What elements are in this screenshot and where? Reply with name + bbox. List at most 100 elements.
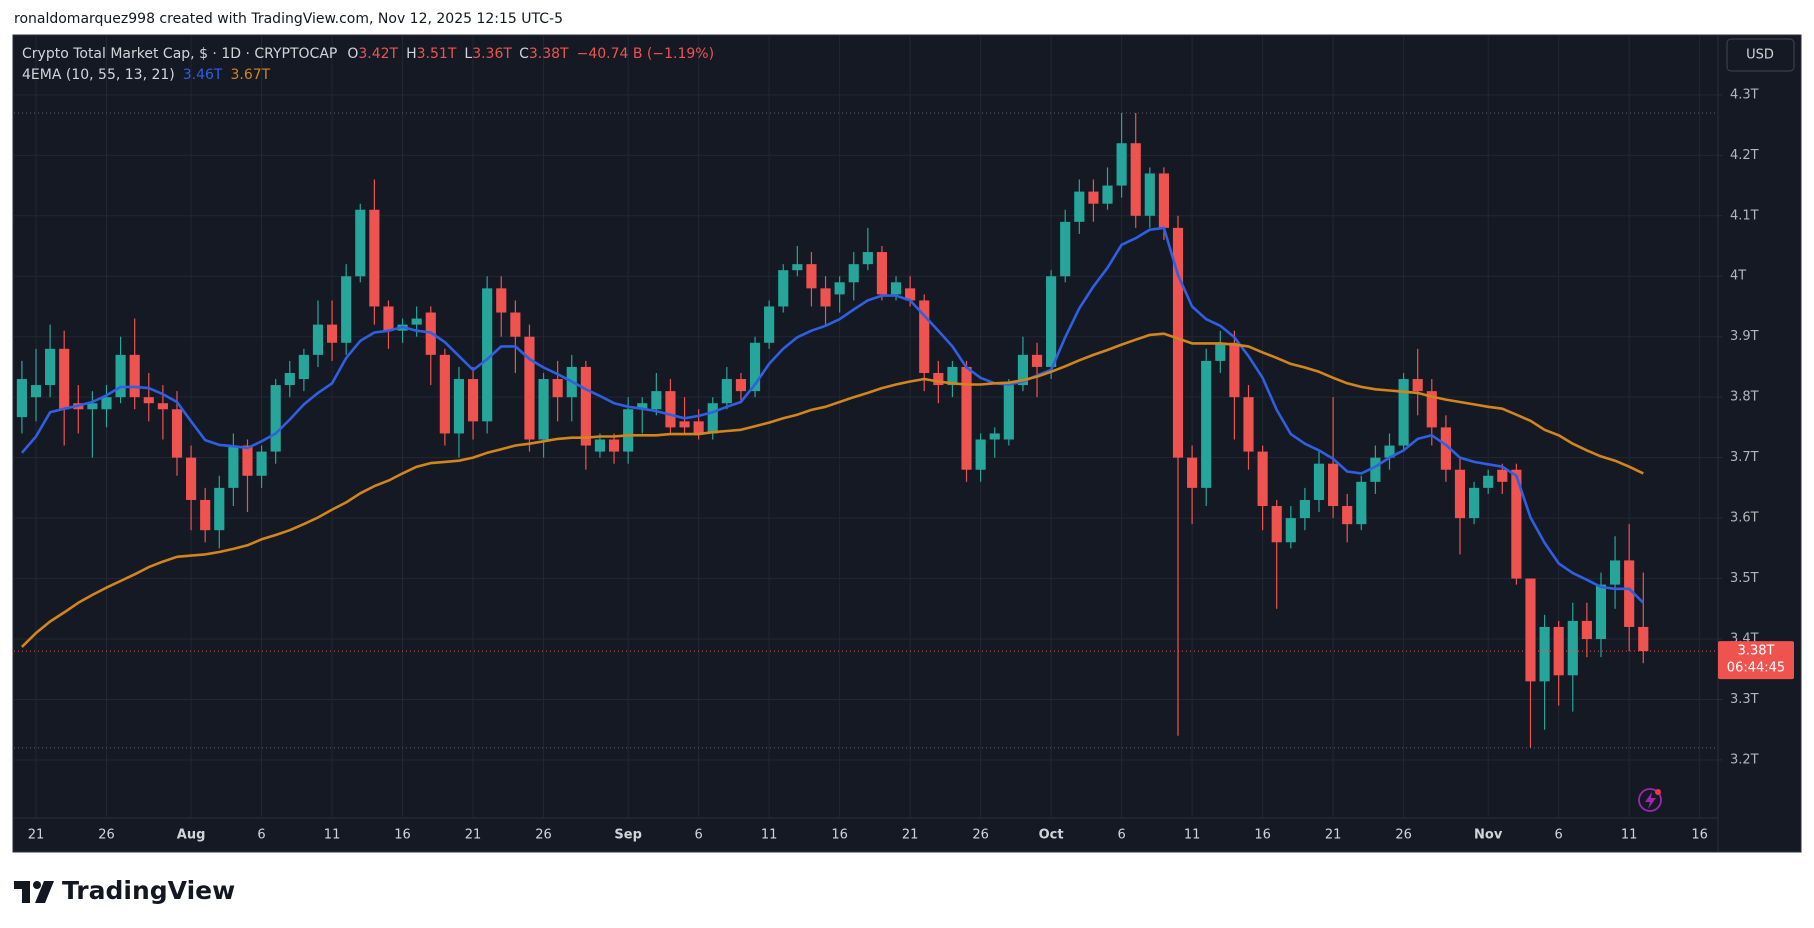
candle-body [1144,173,1155,216]
x-tick-label: 26 [972,828,989,843]
candle-body [679,421,690,428]
candle-body [1567,620,1578,676]
y-tick-label: 3.3T [1730,692,1759,707]
ema-line [20,226,1645,604]
ohlc-key: H [406,46,417,62]
x-tick-label: 16 [1254,828,1271,843]
candle-body [171,409,183,458]
candle-body [1525,578,1536,682]
candle-body [1384,445,1395,458]
indicator-value: 3.46T [183,67,223,83]
alert-circle[interactable] [1638,788,1662,812]
candle-body [651,391,662,410]
x-tick-label: Nov [1474,828,1503,843]
candle-body [1610,560,1621,585]
candle-body [834,282,845,295]
candle-body [594,439,606,452]
candle-body [453,379,465,434]
candle-body [383,306,394,331]
candle-body [1074,191,1085,222]
candle-body [1046,276,1057,367]
candle-body [1116,143,1127,186]
candle-body [1595,584,1607,640]
ohlc-key: C [519,46,529,62]
x-tick-label: 11 [761,828,778,843]
currency[interactable]: USD [1746,48,1774,63]
candle-body [30,385,42,398]
x-tick-label: 16 [831,828,848,843]
candle-body [45,348,56,386]
candle-body [1638,626,1649,652]
alert-dot[interactable] [1655,789,1661,795]
x-tick-label: 6 [695,828,703,843]
candle-body [143,397,154,404]
candle-body [1412,379,1423,392]
candle-body [284,372,295,386]
y-tick-label: 3.9T [1730,329,1759,344]
candle-body [115,354,126,398]
ohlc-key: O [347,46,358,62]
candle-body [16,379,27,418]
indicator-line: 4EMA (10, 55, 13, 21) 3.46T 3.67T [22,67,271,83]
candle-body [439,354,450,434]
y-tick-label: 3.6T [1730,511,1759,526]
x-tick-label: 26 [98,828,115,843]
x-tick-label: 6 [1555,828,1563,843]
candle-body [933,372,944,386]
credit: ronaldomarquez998 created with TradingVi… [14,11,563,27]
candle-body [1187,457,1198,488]
symbol-title: Crypto Total Market Cap, $ · 1D · CRYPTO… [22,46,337,62]
candle-body [59,348,70,410]
candle-body [707,403,718,434]
currency-box[interactable] [1726,38,1795,72]
candle-body [482,288,493,422]
price-label: 3.38T [1738,644,1775,659]
candle-body [369,209,380,307]
candle-body [1497,469,1508,482]
logo [14,881,54,903]
logo-text: TradingView [62,876,235,905]
logo-mark-dot [33,881,41,889]
candle-body [1454,469,1466,519]
candle-body [1257,451,1268,507]
candle-body [524,336,535,440]
candle-body [1060,221,1071,277]
y-tick-label: 4.2T [1730,148,1759,163]
candle-body [157,403,168,410]
ema-line [20,332,1644,648]
candle-body [764,306,775,343]
candle-body [1342,506,1353,525]
change: −40.74 B (−1.19%) [577,46,714,62]
candle-body [341,276,352,343]
candle-body [1102,185,1113,204]
candle-body [749,342,761,392]
candle-body [1003,385,1014,440]
candle-body [496,288,507,313]
candle-body [1426,391,1437,428]
y-tick-label: 3.5T [1730,571,1759,586]
candle-body [1172,227,1184,458]
ohlc-value: 3.51T [417,46,457,62]
candle-body [623,409,634,452]
x-tick-label: 21 [465,828,482,843]
candle-body [961,366,972,470]
x-tick-label: 11 [324,828,341,843]
candle-body [129,354,140,398]
candle-body [1017,354,1028,386]
x-tick-label: 26 [535,828,552,843]
candle-body [1229,342,1240,398]
candle-body [1539,626,1550,682]
candle-body [1328,463,1339,507]
x-tick-label: 11 [1621,828,1638,843]
candle-body [1469,487,1480,519]
indicator-value: 3.67T [230,67,270,83]
chart-frame [12,34,1802,853]
candle-body [1031,354,1043,367]
alert-bolt[interactable] [1645,792,1656,809]
candle-body [200,499,211,531]
alert-icon[interactable] [1638,788,1662,812]
x-tick-label: 11 [1184,828,1201,843]
candle-body [735,379,747,392]
candle-body [186,457,197,500]
x-tick-label: Oct [1039,828,1064,843]
